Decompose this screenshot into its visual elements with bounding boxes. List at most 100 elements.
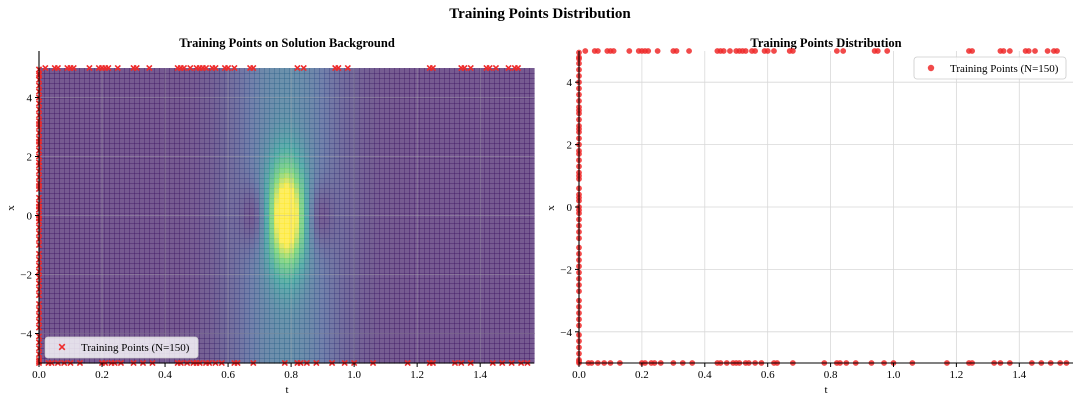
heatmap-cell xyxy=(74,78,80,84)
heatmap-cell xyxy=(214,328,220,334)
heatmap-cell xyxy=(379,218,385,224)
heatmap-cell xyxy=(429,213,435,219)
heatmap-cell xyxy=(439,173,445,179)
heatmap-cell xyxy=(429,188,435,194)
heatmap-cell xyxy=(194,193,200,199)
heatmap-cell xyxy=(284,343,290,349)
heatmap-cell xyxy=(254,243,260,249)
heatmap-cell xyxy=(414,248,420,254)
heatmap-cell xyxy=(394,263,400,269)
heatmap-cell xyxy=(174,243,180,249)
heatmap-cell xyxy=(419,323,425,329)
heatmap-cell xyxy=(304,343,310,349)
heatmap-cell xyxy=(74,153,80,159)
heatmap-cell xyxy=(364,353,370,359)
heatmap-cell xyxy=(444,128,450,134)
heatmap-cell xyxy=(389,198,395,204)
heatmap-cell xyxy=(149,328,155,334)
heatmap-cell xyxy=(244,153,250,159)
heatmap-cell xyxy=(264,258,270,264)
heatmap-cell xyxy=(289,108,295,114)
heatmap-cell xyxy=(449,118,455,124)
heatmap-cell xyxy=(309,338,315,344)
heatmap-cell xyxy=(104,203,110,209)
heatmap-cell xyxy=(79,108,85,114)
heatmap-cell xyxy=(304,73,310,79)
heatmap-cell xyxy=(299,338,305,344)
heatmap-cell xyxy=(184,168,190,174)
heatmap-cell xyxy=(459,113,465,119)
heatmap-cell xyxy=(204,308,210,314)
heatmap-cell xyxy=(344,113,350,119)
heatmap-cell xyxy=(229,348,235,354)
heatmap-cell xyxy=(404,308,410,314)
heatmap-cell xyxy=(409,133,415,139)
heatmap-cell xyxy=(184,113,190,119)
heatmap-cell xyxy=(389,343,395,349)
heatmap-cell xyxy=(209,98,215,104)
heatmap-cell xyxy=(69,128,75,134)
heatmap-cell xyxy=(319,183,325,189)
heatmap-cell xyxy=(109,278,115,284)
heatmap-cell xyxy=(384,188,390,194)
heatmap-cell xyxy=(314,218,320,224)
heatmap-cell xyxy=(59,263,65,269)
heatmap-cell xyxy=(154,223,160,229)
heatmap-cell xyxy=(434,178,440,184)
heatmap-cell xyxy=(299,78,305,84)
heatmap-cell xyxy=(424,183,430,189)
heatmap-cell xyxy=(409,248,415,254)
heatmap-cell xyxy=(444,153,450,159)
heatmap-cell xyxy=(334,68,340,74)
heatmap-cell xyxy=(364,318,370,324)
heatmap-cell xyxy=(109,303,115,309)
heatmap-cell xyxy=(434,93,440,99)
heatmap-cell xyxy=(139,83,145,89)
heatmap-cell xyxy=(84,228,90,234)
heatmap-cell xyxy=(294,83,300,89)
heatmap-cell xyxy=(339,318,345,324)
heatmap-cell xyxy=(289,348,295,354)
heatmap-cell xyxy=(269,333,275,339)
heatmap-cell xyxy=(194,208,200,214)
heatmap-cell xyxy=(414,113,420,119)
heatmap-cell xyxy=(184,158,190,164)
heatmap-cell xyxy=(84,168,90,174)
heatmap-cell xyxy=(129,78,135,84)
heatmap-cell xyxy=(204,68,210,74)
heatmap-cell xyxy=(279,163,285,169)
heatmap-cell xyxy=(74,198,80,204)
heatmap-cell xyxy=(424,198,430,204)
heatmap-cell xyxy=(444,193,450,199)
heatmap-cell xyxy=(339,238,345,244)
heatmap-cell xyxy=(439,348,445,354)
heatmap-cell xyxy=(344,153,350,159)
heatmap-cell xyxy=(334,153,340,159)
heatmap-cell xyxy=(124,163,130,169)
heatmap-cell xyxy=(369,178,375,184)
heatmap-cell xyxy=(174,123,180,129)
heatmap-cell xyxy=(214,263,220,269)
heatmap-cell xyxy=(409,268,415,274)
heatmap-cell xyxy=(364,268,370,274)
heatmap-cell xyxy=(289,293,295,299)
heatmap-cell xyxy=(74,268,80,274)
heatmap-cell xyxy=(314,303,320,309)
heatmap-cell xyxy=(309,153,315,159)
heatmap-cell xyxy=(294,268,300,274)
heatmap-cell xyxy=(139,198,145,204)
heatmap-cell xyxy=(49,253,55,259)
heatmap-cell xyxy=(404,348,410,354)
heatmap-cell xyxy=(179,278,185,284)
heatmap-cell xyxy=(164,303,170,309)
heatmap-cell xyxy=(59,113,65,119)
heatmap-cell xyxy=(314,248,320,254)
heatmap-cell xyxy=(234,133,240,139)
heatmap-cell xyxy=(374,123,380,129)
heatmap-cell xyxy=(224,333,230,339)
heatmap-cell xyxy=(329,358,335,364)
heatmap-cell xyxy=(364,313,370,319)
heatmap-cell xyxy=(259,303,265,309)
heatmap-cell xyxy=(324,78,330,84)
heatmap-cell xyxy=(84,313,90,319)
